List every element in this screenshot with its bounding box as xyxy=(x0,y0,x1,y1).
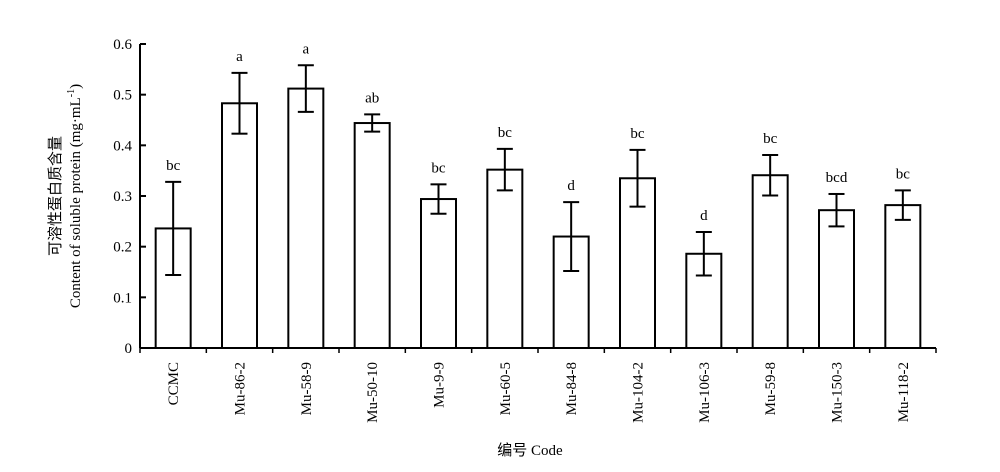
y-tick-label: 0.4 xyxy=(113,138,132,154)
x-tick-label: Mu-86-2 xyxy=(233,362,249,415)
x-tick-label: Mu-50-10 xyxy=(365,362,381,423)
significance-label: bc xyxy=(498,125,513,141)
x-axis xyxy=(139,347,937,353)
y-tick-label: 0.3 xyxy=(113,189,132,205)
bar xyxy=(287,87,325,349)
significance-label: a xyxy=(302,41,309,57)
x-tick-label: Mu-104-2 xyxy=(631,362,647,423)
y-axis-title-english: Content of soluble protein (mg·mL-1) xyxy=(66,84,84,308)
bar xyxy=(221,102,258,349)
x-tick-label: Mu-150-3 xyxy=(830,362,846,423)
x-tick-label: Mu-118-2 xyxy=(896,362,912,422)
significance-label: a xyxy=(236,49,243,65)
bar xyxy=(486,168,524,349)
significance-label: d xyxy=(700,208,708,224)
x-tick-label: Mu-58-9 xyxy=(299,362,315,415)
bar xyxy=(884,204,922,349)
x-tick-label: Mu-106-3 xyxy=(697,362,713,423)
significance-label: bc xyxy=(896,166,911,182)
x-tick-label: CCMC xyxy=(166,362,182,405)
bar xyxy=(420,198,457,349)
significance-label: bc xyxy=(763,131,778,147)
y-tick-label: 0.6 xyxy=(113,37,132,53)
significance-label: bcd xyxy=(826,170,848,186)
x-tick-label: Mu-60-5 xyxy=(498,362,514,415)
bar xyxy=(818,209,855,349)
category-labels: CCMC Mu-86-2 Mu-58-9 Mu-50-10 Mu-9-9 Mu-60-5 M… xyxy=(166,362,912,423)
y-axis-title-chinese: 可溶性蛋白质含量 xyxy=(47,136,64,256)
y-axis: 0 0.1 0.2 0.3 0.4 0.5 0.6 xyxy=(113,37,146,357)
x-tick-label: Mu-9-9 xyxy=(432,362,448,408)
significance-label: bc xyxy=(166,158,181,174)
y-axis-title-close: ) xyxy=(68,84,84,89)
y-tick-label: 0 xyxy=(125,341,133,357)
y-axis-title-text: Content of soluble protein (mg·mL xyxy=(68,97,84,308)
significance-label: d xyxy=(567,178,575,194)
x-tick-label: Mu-84-8 xyxy=(564,362,580,415)
bar xyxy=(751,174,789,349)
bar xyxy=(353,122,391,350)
significance-label: bc xyxy=(431,160,446,176)
y-tick-label: 0.2 xyxy=(113,240,132,256)
x-axis-title: 编号 Code xyxy=(497,442,563,459)
significance-label: ab xyxy=(365,90,379,106)
y-axis-title-superscript: -1 xyxy=(66,89,77,97)
significance-label: bc xyxy=(630,126,645,142)
y-tick-label: 0.1 xyxy=(113,290,132,306)
x-tick-label: Mu-59-8 xyxy=(763,362,779,415)
y-tick-label: 0.5 xyxy=(113,88,132,104)
